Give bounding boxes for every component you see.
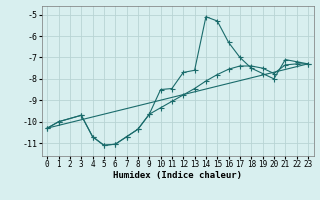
X-axis label: Humidex (Indice chaleur): Humidex (Indice chaleur)	[113, 171, 242, 180]
